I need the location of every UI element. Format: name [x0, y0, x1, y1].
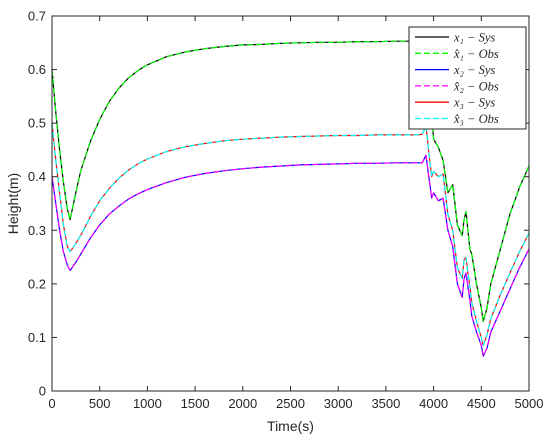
- legend-label-3: x₂ − Sys: [453, 63, 495, 77]
- x-axis-label: Time(s): [267, 418, 314, 434]
- legend-label-2: x̂₁ − Obs: [453, 47, 499, 61]
- legend-label-1: x₁ − Sys: [453, 31, 495, 45]
- x-tick-label: 0: [48, 396, 55, 411]
- y-tick-label: 0.6: [28, 62, 46, 77]
- y-tick-label: 0: [39, 384, 46, 399]
- series-line-2: [51, 40, 530, 322]
- x-tick-label: 2000: [228, 396, 257, 411]
- legend-box: [408, 26, 527, 130]
- y-tick-label: 0.7: [28, 9, 46, 24]
- y-tick-label: 0.4: [28, 169, 46, 184]
- x-tick-label: 2500: [276, 396, 305, 411]
- x-tick-label: 1500: [181, 396, 210, 411]
- y-tick-label: 0.1: [28, 330, 46, 345]
- legend-label-5: x₃ − Sys: [453, 96, 495, 110]
- tick-layer: 0 500 1000 1500 2000 2500 3000 3500 4000 4500 5000…: [28, 9, 544, 412]
- x-tick-label: 1000: [133, 396, 162, 411]
- legend-label-4: x̂₂ − Obs: [453, 79, 499, 93]
- x-tick-label: 3500: [371, 396, 400, 411]
- y-axis-label: Height(m): [5, 173, 21, 234]
- x-tick-label: 4500: [467, 396, 496, 411]
- legend: x₁ − Sys x̂₁ − Obs x₂ − Sys x̂₂ − Obs x₃ − S…: [408, 26, 527, 130]
- x-tick-label: 3000: [324, 396, 353, 411]
- y-tick-label: 0.3: [28, 223, 46, 238]
- series-layer: [51, 40, 530, 357]
- x-tick-label: 4000: [419, 396, 448, 411]
- x-tick-label: 5000: [515, 396, 544, 411]
- y-tick-label: 0.2: [28, 276, 46, 291]
- x-tick-label: 500: [89, 396, 111, 411]
- legend-label-6: x̂₃ − Obs: [453, 112, 499, 126]
- series-line-6: [51, 123, 530, 347]
- y-tick-label: 0.5: [28, 116, 46, 131]
- series-line-4: [51, 154, 530, 357]
